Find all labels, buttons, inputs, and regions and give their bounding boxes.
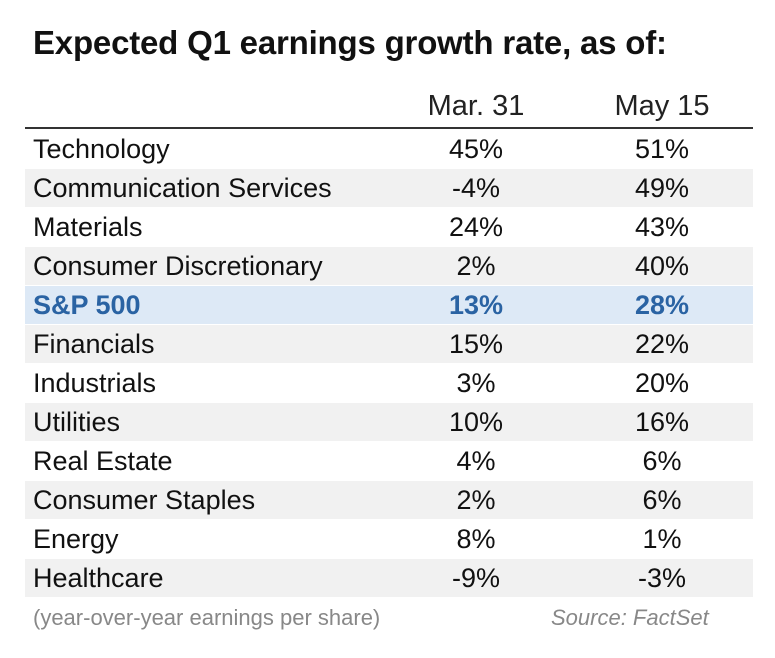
value-mar-31: 10% [448,407,504,437]
table-row: Consumer Staples 2% 6% [25,480,753,519]
sector-label: Communication Services [33,173,332,203]
sector-label: Consumer Discretionary [33,251,323,281]
table-row: Materials 24% 43% [25,207,753,246]
footnote: (year-over-year earnings per share) [33,605,381,630]
chart-title: Expected Q1 earnings growth rate, as of: [33,24,667,61]
table-row: Utilities 10% 16% [25,402,753,441]
value-may-15: 20% [634,368,690,398]
sector-label: Utilities [33,407,121,437]
source-note: Source: FactSet [551,605,709,630]
value-may-15: 51% [634,134,690,164]
value-mar-31: 24% [448,212,504,242]
sector-label: Industrials [33,368,157,398]
sector-label: Real Estate [33,446,173,476]
value-mar-31: 2% [456,485,496,515]
sector-label: Financials [33,329,155,359]
value-mar-31: -9% [451,563,500,593]
sector-label: Healthcare [33,563,164,593]
value-mar-31: 45% [448,134,504,164]
value-mar-31: 4% [456,446,496,476]
header-divider [25,127,753,129]
value-mar-31: 8% [456,524,496,554]
table-row: Technology 45% 51% [25,129,753,168]
table-row: Financials 15% 22% [25,324,753,363]
value-may-15: 16% [634,407,690,437]
sector-label: Materials [33,212,143,242]
value-may-15: -3% [637,563,686,593]
value-mar-31: 2% [456,251,496,281]
value-may-15: 43% [634,212,690,242]
table-row: Healthcare -9% -3% [25,558,753,597]
table-row-highlight: S&P 500 13% 28% [25,285,753,324]
column-header-mar-31: Mar. 31 [427,90,525,122]
value-may-15: 40% [634,251,690,281]
table-body: Technology 45% 51% Communication Services -4… [25,129,753,597]
sector-label: Energy [33,524,119,554]
value-may-15: 49% [634,173,690,203]
table-row: Real Estate 4% 6% [25,441,753,480]
value-mar-31: 3% [456,368,496,398]
sector-label: S&P 500 [33,290,141,320]
value-may-15: 22% [634,329,690,359]
value-may-15: 1% [642,524,682,554]
value-may-15: 6% [642,446,682,476]
column-header-may-15: May 15 [614,90,710,122]
sector-label: Technology [33,134,170,164]
value-mar-31: 15% [448,329,504,359]
value-mar-31: -4% [451,173,500,203]
table-row: Communication Services -4% 49% [25,168,753,207]
value-mar-31: 13% [448,290,504,320]
table-row: Energy 8% 1% [25,519,753,558]
table-row: Consumer Discretionary 2% 40% [25,246,753,285]
sector-label: Consumer Staples [33,485,256,515]
table-row: Industrials 3% 20% [25,363,753,402]
value-may-15: 28% [634,290,690,320]
value-may-15: 6% [642,485,682,515]
